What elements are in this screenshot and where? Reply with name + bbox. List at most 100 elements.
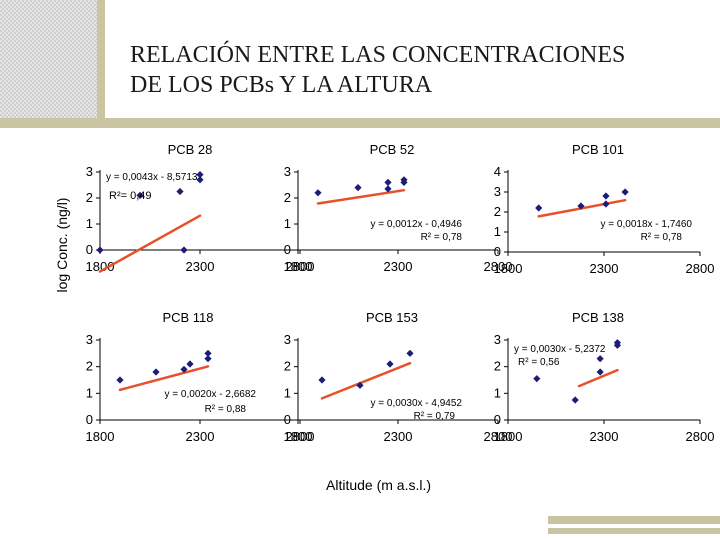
pcb-101-xtick-label: 2800 [686,261,715,276]
pcb-28-data-point [96,246,104,254]
pcb-153-xtick-label: 1800 [284,429,313,444]
pcb-153-equation: y = 0,0030x - 4,9452 [371,398,463,409]
pcb-118-xtick-label: 2800 [286,429,315,444]
decorative-bottom-rule-2 [548,528,720,534]
pcb-138-data-point [533,375,541,383]
pcb-28-r2: R²= 0,49 [109,190,152,202]
x-axis-label: Altitude (m a.s.l.) [326,477,432,493]
slide-title: RELACIÓN ENTRE LAS CONCENTRACIONES DE LO… [130,40,690,100]
pcb-118-data-point [204,355,212,363]
pcb-138-ytick-label: 3 [494,332,501,347]
pcb-118-r2: R² = 0,88 [205,404,247,415]
pcb-153-title: PCB 153 [366,310,418,325]
pcb-28-data-point [176,187,184,196]
pcb-138-xtick-label: 1800 [494,429,523,444]
pcb-153-data-point [356,381,364,389]
pcb-118-equation: y = 0,0020x - 2,6682 [165,389,257,400]
pcb-101-xtick-label: 1800 [494,261,523,276]
pcb-52-ytick-label: 1 [284,216,291,231]
pcb-153-ytick-label: 3 [284,332,291,347]
pcb-52-trend-line [316,188,406,205]
pcb-101-xtick-label: 2300 [590,261,619,276]
pcb-101-data-point [602,200,610,208]
pcb-52-title: PCB 52 [370,142,415,157]
pcb-52-xtick-label: 2300 [384,259,413,274]
pcb-28-data-point [196,171,204,179]
pcb-153-xtick-label: 2800 [484,429,513,444]
pcb-28-xtick-label: 1800 [86,259,115,274]
pcb-138-ytick-label: 2 [494,359,501,374]
pcb-101-r2: R² = 0,78 [641,232,683,243]
pcb-28-xtick-label: 2800 [286,259,315,274]
pcb-153-ytick-label: 1 [284,385,291,400]
pcb-118-ytick-label: 2 [86,359,93,374]
pcb-138-title: PCB 138 [572,310,624,325]
pcb-101-data-point [621,188,629,196]
pcb-101-data-point [577,202,585,210]
decorative-bottom-rule [548,516,720,524]
slide-title-line-1: RELACIÓN ENTRE LAS CONCENTRACIONES [130,42,626,68]
pcb-101-equation: y = 0,0018x - 1,7460 [601,219,693,230]
pcb-28-data-point [196,176,204,184]
pcb-118-ytick-label: 1 [86,385,93,400]
decorative-horizontal-rule [0,118,720,128]
pcb-138-data-point [596,355,604,363]
pcb-52-data-point [314,189,322,197]
pcb-28-ytick-label: 3 [86,164,93,179]
pcb-153-data-point [386,360,394,368]
pcb-138-xtick-label: 2300 [590,429,619,444]
pcb-28-title: PCB 28 [168,142,213,157]
pcb-101-title: PCB 101 [572,142,624,157]
pcb-101-ytick-label: 0 [494,244,501,259]
pcb-52-data-point [384,178,392,186]
decorative-vertical-rule [97,0,105,128]
pcb-28-data-point [180,246,188,254]
pcb-28-equation: y = 0,0043x - 8,5713 [106,172,198,183]
pcb-138-ytick-label: 0 [494,412,501,427]
pcb-118-data-point [116,376,124,384]
pcb-153-r2: R² = 0,79 [414,411,456,422]
pcb-138-data-point [613,339,622,347]
pcb-52-ytick-label: 2 [284,190,291,205]
pcb-118-data-point [180,365,188,373]
pcb-28-xtick-label: 2300 [186,259,215,274]
pcb-138-r2: R² = 0,56 [518,357,560,368]
decorative-checker-block [0,0,98,120]
pcb-118-data-point [204,349,212,357]
pcb-52-ytick-label: 0 [284,242,291,257]
pcb-138-data-point [571,396,579,404]
y-axis-label: log Conc. (ng/l) [54,197,70,293]
pcb-28-ytick-label: 0 [86,242,93,257]
pcb-52-data-point [354,184,362,192]
pcb-101-ytick-label: 4 [494,164,501,179]
pcb-101-data-point [535,204,543,212]
pcb-138-equation: y = 0,0030x - 5,2372 [514,344,606,355]
pcb-138-xtick-label: 2800 [686,429,715,444]
pcb-153-ytick-label: 0 [284,412,291,427]
pcb-153-data-point [406,349,414,357]
pcb-52-xtick-label: 2800 [484,259,513,274]
pcb-153-ytick-label: 2 [284,359,291,374]
slide-title-line-2: DE LOS PCBs Y LA ALTURA [130,72,433,98]
pcb-52-ytick-label: 3 [284,164,291,179]
pcb-28-data-point [136,191,144,199]
pcb-101-ytick-label: 3 [494,184,501,199]
pcb-28-trend-line [98,214,202,273]
pcb-118-trend-line [118,365,210,392]
pcb-138-trend-line [577,368,619,388]
pcb-118-ytick-label: 3 [86,332,93,347]
pcb-118-data-point [152,368,160,376]
pcb-118-xtick-label: 1800 [86,429,115,444]
pcb-153-trend-line [320,361,412,400]
pcb-101-ytick-label: 2 [494,204,501,219]
pcb-52-equation: y = 0,0012x - 0,4946 [371,219,463,230]
pcb-138-data-point [596,368,604,376]
pcb-28-ytick-label: 1 [86,216,93,231]
pcb-153-data-point [318,376,326,384]
pcb-101-ytick-label: 1 [494,224,501,239]
pcb-101-data-point [602,192,610,200]
pcb-153-xtick-label: 2300 [384,429,413,444]
pcb-118-xtick-label: 2300 [186,429,215,444]
pcb-52-data-point [384,185,392,193]
